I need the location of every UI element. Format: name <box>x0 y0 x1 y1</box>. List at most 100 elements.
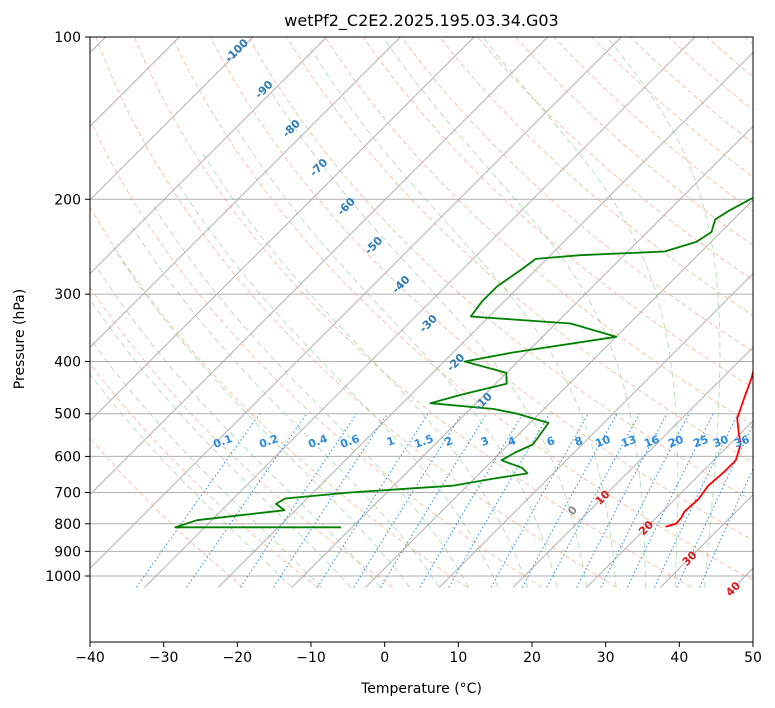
mixing-ratio-line <box>676 423 753 588</box>
mixing-ratio-line <box>521 413 618 588</box>
moist-adiabat-line <box>131 226 440 588</box>
mixing-ratio-line <box>546 413 640 588</box>
mixing-ratio-label: 2 <box>443 434 455 449</box>
mixing-ratio-label: 3 <box>479 434 491 449</box>
dry-adiabat-line <box>90 206 468 588</box>
mixing-ratio-label: 10 <box>593 433 612 451</box>
x-tick-label: 20 <box>523 650 541 666</box>
moist-adiabat-line <box>268 88 588 588</box>
moist-adiabat-line <box>233 123 558 588</box>
moist-adiabat-line <box>90 298 352 588</box>
mixing-ratio-label: 0.6 <box>338 432 361 451</box>
mixing-ratio-line <box>653 413 739 588</box>
y-tick-label: 500 <box>54 407 81 423</box>
x-tick-label: −10 <box>296 650 326 666</box>
moist-adiabat-line <box>90 337 322 588</box>
moist-adiabat-line <box>90 373 293 588</box>
dry-adiabat-line <box>324 37 753 426</box>
mixing-ratio-line <box>448 413 550 588</box>
y-tick-label: 200 <box>54 192 81 208</box>
dewpoint-profile-line <box>174 196 753 529</box>
isotherm-line <box>90 37 254 201</box>
mixing-ratio-label: 6 <box>545 434 557 449</box>
dry-adiabat-line <box>439 37 753 317</box>
mixing-ratio-label: 4 <box>506 434 518 449</box>
y-tick-label: 300 <box>54 287 81 303</box>
dry-adiabat-line <box>90 362 319 588</box>
x-tick-label: 40 <box>670 650 688 666</box>
mixing-ratio-label: 1 <box>385 434 397 449</box>
dry-adiabat-line <box>90 118 543 588</box>
y-tick-label: 700 <box>54 486 81 502</box>
isotherm-line <box>438 273 753 588</box>
moist-adiabat-line <box>95 264 381 588</box>
mixing-ratio-label: 36 <box>732 433 751 451</box>
mixing-ratio-line <box>239 413 358 588</box>
isotherm-line <box>90 37 327 275</box>
mixing-ratio-label: 0.1 <box>211 432 234 451</box>
mixing-ratio-line <box>419 413 524 588</box>
y-tick-label: 800 <box>54 517 81 533</box>
mixing-ratio-label: 8 <box>573 434 585 449</box>
mixing-ratio-line <box>353 413 463 588</box>
x-tick-label: −20 <box>223 650 253 666</box>
mixing-ratio-line <box>273 413 388 588</box>
dry-adiabat-line <box>248 37 753 502</box>
mixing-ratio-label: 0.2 <box>257 432 280 451</box>
x-axis: −40 −30 −20 −10 0 10 20 30 40 50 <box>75 642 762 666</box>
x-tick-label: 50 <box>744 650 762 666</box>
y-tick-label: 600 <box>54 449 81 465</box>
mixing-ratio-line <box>380 413 488 588</box>
dry-adiabat-line <box>95 37 618 588</box>
mixing-ratio-label: 25 <box>691 433 710 450</box>
x-tick-label: 10 <box>449 650 467 666</box>
moist-adiabat-line <box>152 204 470 588</box>
y-tick-label: 100 <box>54 30 81 46</box>
moist-adiabat-line <box>176 180 499 588</box>
mixing-ratio-line <box>316 413 429 588</box>
chart-title: wetPf2_C2E2.2025.195.03.34.G03 <box>284 11 558 31</box>
y-axis: 100 200 300 400 500 600 700 800 900 1000 <box>45 30 90 585</box>
isotherm-line <box>90 37 622 569</box>
y-tick-label: 400 <box>54 355 81 371</box>
mixing-ratio-label: 0.4 <box>306 432 329 451</box>
y-tick-label: 1000 <box>45 569 81 585</box>
isotherm-line <box>291 125 753 588</box>
mixing-ratio-label: 13 <box>619 433 638 450</box>
x-tick-label: 30 <box>597 650 615 666</box>
x-tick-label: −40 <box>75 650 105 666</box>
plot-frame <box>89 36 754 643</box>
isotherm-line <box>659 494 753 588</box>
mixing-ratio-label: 20 <box>666 433 685 451</box>
x-axis-label: Temperature (°C) <box>360 681 482 697</box>
dry-adiabat-line <box>90 437 244 588</box>
y-tick-label: 900 <box>54 544 81 560</box>
mixing-ratio-label: 16 <box>642 433 661 451</box>
moist-adiabat-line <box>606 37 721 588</box>
isotherm-line <box>90 37 475 422</box>
dry-adiabat-line <box>171 37 753 581</box>
mixing-ratio-line <box>490 413 589 588</box>
isotherm-line <box>90 37 548 496</box>
moist-adiabat-line <box>202 153 529 588</box>
dry-adiabat-line <box>286 37 753 464</box>
dry-adiabat-line <box>477 37 753 281</box>
dry-adiabat-line <box>362 37 753 389</box>
series-layer <box>174 196 753 529</box>
isotherm-line <box>144 37 696 588</box>
moist-adiabat-line <box>482 37 679 588</box>
x-tick-label: −30 <box>149 650 179 666</box>
moist-adiabat-line <box>382 37 646 588</box>
x-tick-label: 0 <box>380 650 389 666</box>
isotherm-line <box>586 420 753 588</box>
dry-adiabat-line <box>133 37 692 588</box>
moist-adiabat-line <box>310 48 617 588</box>
isotherm-line <box>90 37 401 348</box>
isotherm-line <box>512 346 753 588</box>
moist-adiabat-line <box>112 246 411 588</box>
temperature-profile-line <box>665 368 753 528</box>
y-axis-label: Pressure (hPa) <box>12 289 28 389</box>
mixing-ratio-label: 1.5 <box>412 432 435 451</box>
